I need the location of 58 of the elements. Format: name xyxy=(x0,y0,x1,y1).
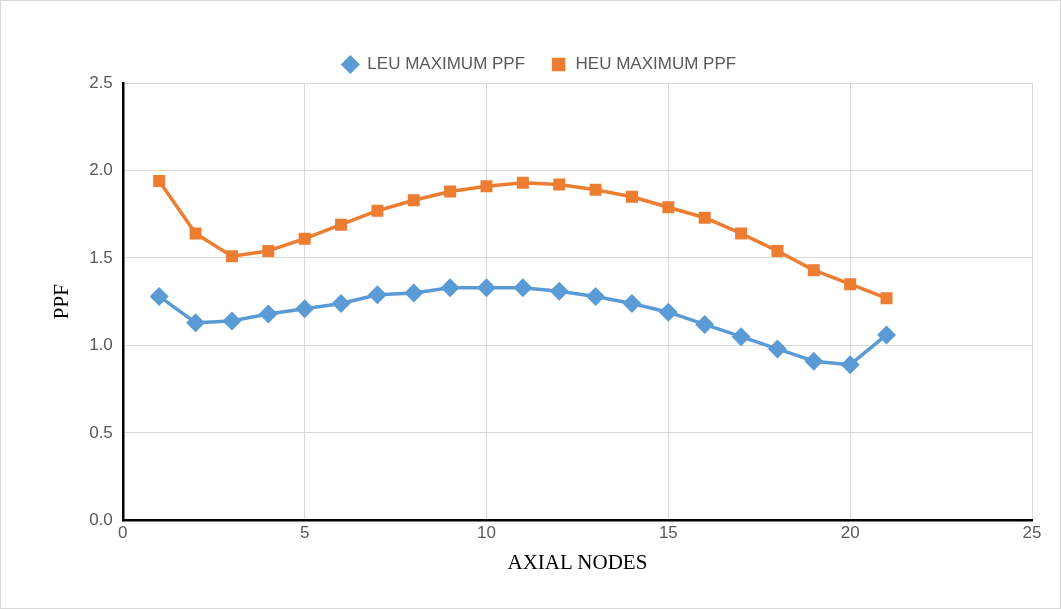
y-tick-label: 2.0 xyxy=(89,160,113,180)
point xyxy=(444,185,457,198)
point xyxy=(332,294,350,313)
legend-label: LEU MAXIMUM PPF xyxy=(367,54,526,74)
point xyxy=(768,340,787,358)
point xyxy=(477,278,496,297)
y-tick-label: 1.5 xyxy=(89,247,113,267)
point xyxy=(298,232,311,245)
point xyxy=(223,312,241,330)
y-tick-label: 0.5 xyxy=(89,422,113,442)
point xyxy=(516,176,529,189)
point xyxy=(514,278,532,297)
point xyxy=(589,183,602,196)
point xyxy=(480,180,493,193)
point xyxy=(695,315,714,334)
point xyxy=(735,227,748,240)
point xyxy=(625,190,638,203)
x-tick-label: 20 xyxy=(840,523,860,543)
point xyxy=(295,299,314,318)
point xyxy=(368,285,387,304)
point xyxy=(586,287,605,306)
x-tick-label: 10 xyxy=(477,523,496,543)
x-tick-label: 25 xyxy=(1022,523,1042,543)
point xyxy=(259,305,278,323)
point xyxy=(153,174,166,187)
point xyxy=(698,211,711,224)
point xyxy=(771,244,784,257)
y-tick-label: 1.0 xyxy=(89,335,113,355)
point xyxy=(550,282,568,300)
point xyxy=(623,294,641,313)
point xyxy=(841,355,859,374)
point xyxy=(186,313,205,332)
point xyxy=(877,326,896,344)
point xyxy=(225,250,238,263)
point xyxy=(805,352,823,370)
point xyxy=(262,244,275,257)
point xyxy=(659,303,678,321)
y-tick-label: 2.5 xyxy=(89,72,113,92)
point xyxy=(335,218,348,231)
x-axis-title: AXIAL NODES xyxy=(507,549,648,574)
point xyxy=(732,327,750,346)
point xyxy=(662,201,675,214)
point xyxy=(371,204,384,217)
point xyxy=(150,287,168,306)
y-axis-title: PPF xyxy=(49,284,74,320)
point xyxy=(189,227,202,240)
point xyxy=(807,264,820,277)
point xyxy=(407,194,420,207)
x-tick-label: 15 xyxy=(658,523,678,543)
point xyxy=(844,278,857,291)
point xyxy=(880,292,893,305)
point xyxy=(405,284,423,302)
point xyxy=(553,178,566,191)
x-tick-label: 0 xyxy=(118,523,128,543)
x-tick-label: 5 xyxy=(299,523,310,543)
legend-label: HEU MAXIMUM PPF xyxy=(575,54,737,74)
y-tick-label: 0.0 xyxy=(89,510,113,530)
point xyxy=(441,278,459,297)
